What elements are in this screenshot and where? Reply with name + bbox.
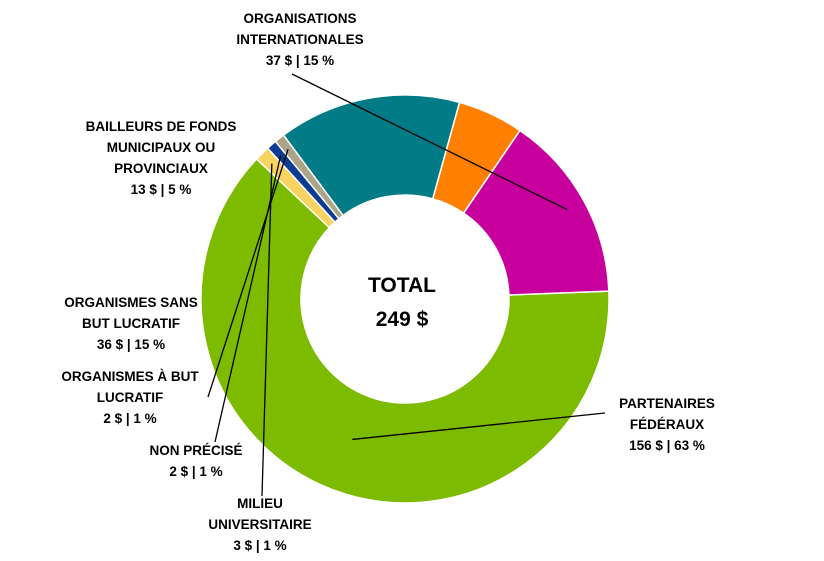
- total-value: 249 $: [375, 308, 429, 331]
- slice-label-milieu-universitaire: MILIEU UNIVERSITAIRE 3 $ | 1 %: [208, 496, 312, 553]
- leader-line-organisations-internationales: [291, 73, 568, 211]
- slice-label-organismes-sans-but-lucratif: ORGANISMES SANS BUT LUCRATIF 36 $ | 15 %: [64, 295, 198, 352]
- slice-organisations-internationales: [462, 129, 610, 296]
- slice-label-organisations-internationales: ORGANISATIONS INTERNATIONALES 37 $ | 15 …: [236, 11, 364, 68]
- total-title: TOTAL: [367, 274, 437, 297]
- donut-slices: [200, 94, 610, 504]
- slice-label-bailleurs-de-fonds: BAILLEURS DE FONDS MUNICIPAUX OU PROVINC…: [85, 119, 237, 197]
- leader-line-partenaires-federaux: [352, 412, 606, 441]
- leader-line-non-precise: [214, 155, 282, 443]
- leader-line-organismes-a-but-lucratif: [207, 149, 289, 398]
- slice-label-organismes-a-but-lucratif: ORGANISMES À BUT LUCRATIF 2 $ | 1 %: [61, 369, 199, 426]
- slice-partenaires-federaux: [200, 157, 610, 504]
- slice-label-partenaires-federaux: PARTENAIRES FÉDÉRAUX 156 $ | 63 %: [619, 396, 715, 453]
- leader-lines: [207, 73, 606, 497]
- leader-line-milieu-universitaire: [261, 163, 273, 497]
- slice-label-non-precise: NON PRÉCISÉ 2 $ | 1 %: [149, 443, 243, 479]
